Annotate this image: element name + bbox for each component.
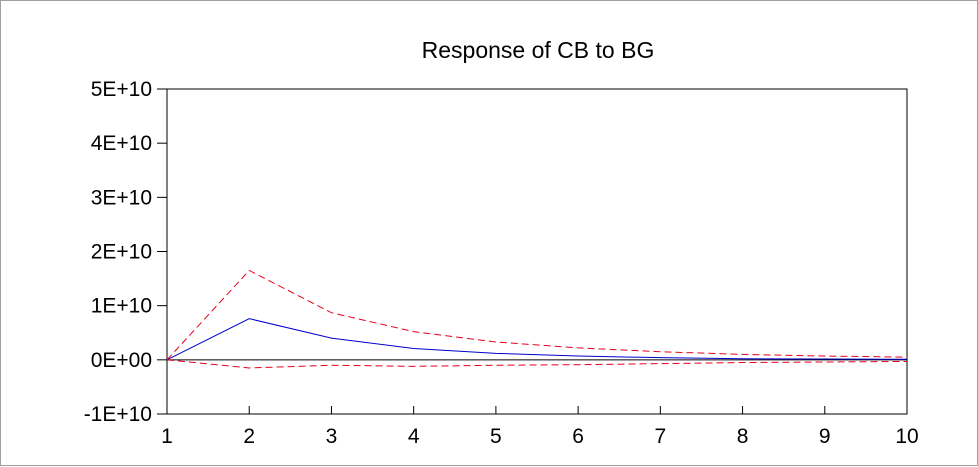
x-tick-label: 3 [326, 425, 338, 448]
y-tick-label: 5E+10 [91, 78, 152, 101]
x-tick-label: 2 [243, 425, 255, 448]
x-tick-label: 5 [490, 425, 502, 448]
x-tick-label: 8 [737, 425, 749, 448]
plot-area: -1E+10 0E+00 1E+10 2E+10 3E+10 4E+10 5E+10 1 2 3 4… [84, 78, 919, 448]
y-tick-label: 0E+00 [91, 349, 152, 372]
y-tick-label: 1E+10 [91, 295, 152, 318]
x-tick-label: 7 [654, 425, 666, 448]
y-tick-label: 4E+10 [91, 132, 152, 155]
x-tick-label: 9 [819, 425, 831, 448]
series-line-1 [166, 318, 908, 361]
x-tick-label: 1 [161, 425, 173, 448]
x-tick-label: 6 [572, 425, 584, 448]
y-tick-label: 2E+10 [91, 241, 152, 264]
x-tick-label: 10 [895, 425, 918, 448]
plot-border [166, 88, 908, 415]
series-line-3 [166, 359, 908, 369]
y-tick-label: 3E+10 [91, 186, 152, 209]
chart-title: Response of CB to BG [422, 37, 655, 63]
x-tick-label: 4 [408, 425, 420, 448]
series-line-2 [166, 269, 908, 361]
y-tick-label: -1E+10 [84, 403, 152, 426]
